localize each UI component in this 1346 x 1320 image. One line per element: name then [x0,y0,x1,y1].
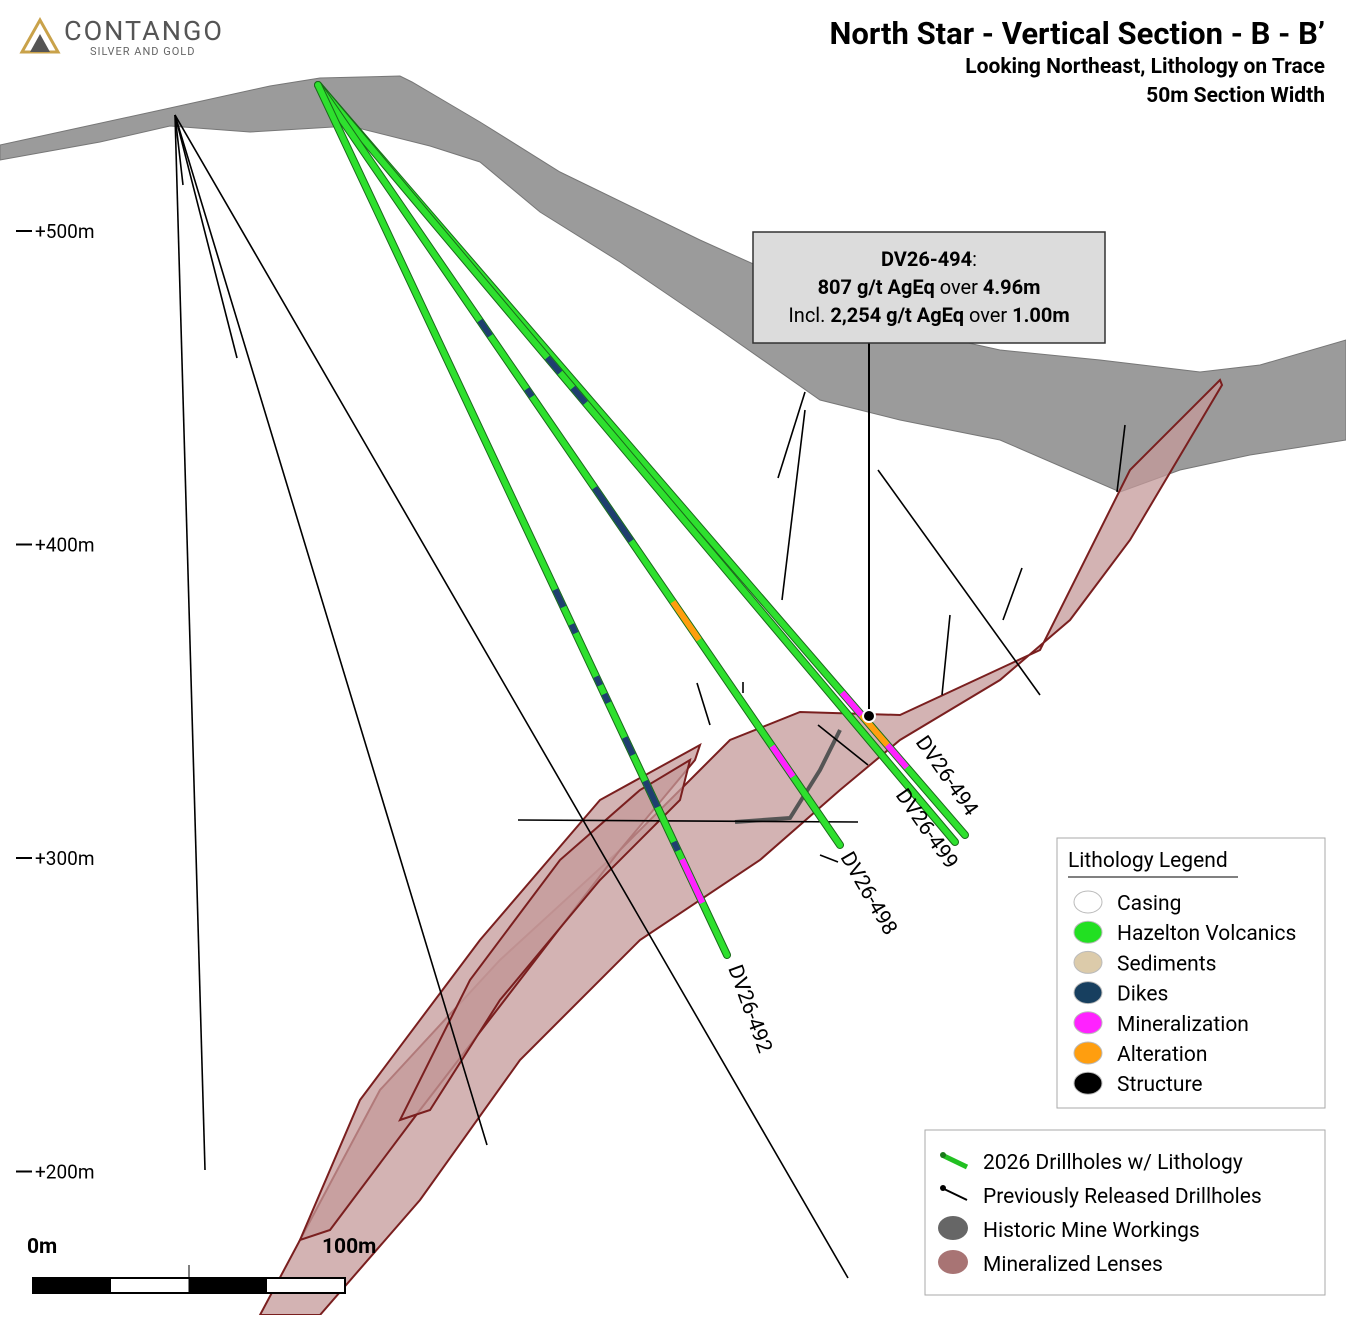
lithology-interval [552,588,567,609]
callout-segment: DV26-494 [881,247,972,271]
legend-swatch [1073,950,1103,974]
lithology-interval [570,385,588,405]
legend-label: 2026 Drillholes w/ Lithology [983,1151,1243,1175]
subtitle: 50m Section Width [1146,84,1325,108]
drillholes-2026 [314,81,969,959]
drillhole [315,82,730,958]
lithology-interval [592,486,634,543]
scale-label: 0m [27,1235,57,1259]
lithology-legend [1056,837,1326,1109]
legend-label: Structure [1117,1073,1203,1097]
elevation-label: +500m [35,220,94,243]
previous-drillholes [174,114,1126,1279]
legend-label: Mineralization [1117,1013,1249,1037]
lithology-interval [839,690,864,717]
legend-label: Previously Released Drillholes [983,1185,1262,1209]
legend-label: Casing [1117,892,1181,916]
legend-label: Mineralized Lenses [983,1253,1163,1277]
legend-swatch [1073,1041,1103,1065]
map-legend [924,1129,1326,1296]
callout-segment: 807 g/t AgEq [818,275,935,299]
legend-label: Hazelton Volcanics [1117,922,1296,946]
lithology-interval [545,355,563,375]
lithology-interval [622,736,636,757]
lithology-interval [524,387,535,399]
lithology-interval [593,675,603,687]
lithology-interval [885,743,910,770]
lithology-interval [568,623,579,635]
elevation-label: +300m [35,847,94,870]
lithology-interval [670,600,702,642]
legend-label: Historic Mine Workings [983,1219,1200,1243]
logo: CONTANGO SILVER AND GOLD [19,15,224,58]
legend-swatch [1073,890,1103,914]
legend-swatch [1073,920,1103,944]
drillhole [315,82,958,845]
legend-title: Lithology Legend [1068,849,1228,873]
subtitle: Looking Northeast, Lithology on Trace [965,55,1325,79]
historic-workings-zone [0,75,1346,493]
scale-bar: 0m 100m [27,1235,376,1294]
legend-label: Sediments [1117,952,1216,976]
callout-segment: 1.00m [1012,303,1070,327]
lithology-items: Casing Hazelton Volcanics Sediments Dikes Mi… [1073,890,1296,1097]
legend-swatch [1073,981,1103,1005]
logo-tagline: SILVER AND GOLD [90,45,195,58]
legend-label: Dikes [1117,983,1168,1007]
legend-label: Alteration [1117,1043,1208,1067]
callout-segment: 2,254 g/t AgEq [830,303,964,327]
logo-name: CONTANGO [64,15,224,47]
callout-segment: over [935,275,983,299]
callout-segment: 4.96m [983,275,1041,299]
callout-line: 807 g/t AgEq over 4.96m [818,275,1041,299]
drillhole [315,82,843,848]
lithology-interval [477,318,493,338]
callout-text: DV26-494: 807 g/t AgEq over 4.96m Incl. 2,… [788,247,1069,327]
scale-label: 100m [322,1235,376,1259]
callout-point [862,709,876,723]
elevation-label: +400m [35,534,94,557]
lithology-interval [601,692,612,704]
legend-swatch [1073,1071,1103,1095]
callout-segment: Incl. [788,303,830,327]
callout-line: DV26-494: [881,247,977,271]
legend-swatch [1073,1011,1103,1035]
lithology-interval [642,779,661,809]
lithology-interval [769,744,796,779]
elevation-label: +200m [35,1161,94,1184]
elevation-axis: +500m +400m +300m +200m [16,220,94,1184]
callout-segment: : [972,247,977,271]
callout-segment: over [964,303,1012,327]
title: North Star - Vertical Section - B - B’ [830,15,1325,52]
map-legend-items: 2026 Drillholes w/ Lithology Previously R… [983,1151,1262,1277]
map-legend-symbols [938,1152,969,1274]
lithology-interval [671,840,681,852]
callout-line: Incl. 2,254 g/t AgEq over 1.00m [788,303,1069,327]
lithology-interval [679,858,706,905]
callout-box [752,231,1106,344]
